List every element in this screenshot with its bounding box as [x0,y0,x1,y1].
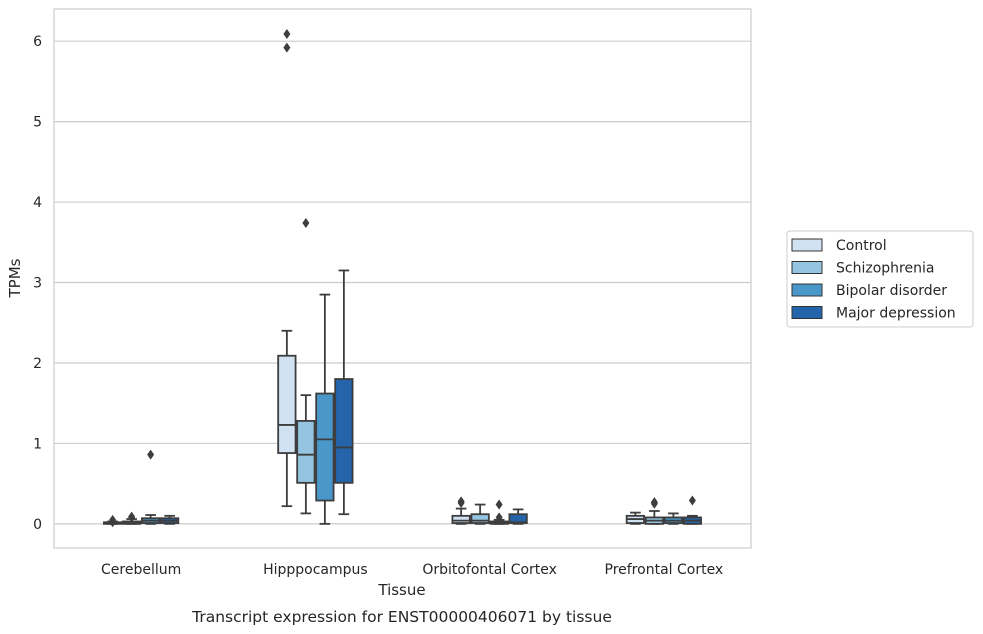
box [470,503,490,525]
y-tick-label: 3 [33,276,42,292]
box [663,512,683,525]
box [508,508,528,525]
box [489,499,509,525]
outlier-point [302,217,310,228]
x-tick-label: Prefrontal Cortex [605,562,724,578]
y-axis-label: TPMs [6,258,24,298]
legend-label: Control [836,238,887,254]
legend-label: Schizophrenia [836,261,934,277]
legend: Control Schizophrenia Bipolar disorder Majo… [786,230,974,328]
outlier-point [283,28,291,39]
box [160,514,180,525]
outlier-point [495,499,503,510]
y-tick-label: 4 [33,195,42,211]
box-series [103,28,702,528]
box-iqr [451,514,471,524]
legend-label: Major depression [836,306,956,322]
x-tick-label: Orbitofontal Cortex [422,562,557,578]
box [296,217,316,515]
box [141,449,161,525]
grid-lines [54,40,751,525]
legend-item: Schizophrenia [791,261,934,277]
outlier-point [109,517,117,528]
legend-label: Bipolar disorder [836,283,947,299]
box-iqr [334,378,354,484]
box [625,511,645,525]
box-iqr [277,354,297,454]
outlier-point [283,42,291,53]
outlier-point [128,512,136,523]
legend-swatch [791,261,823,274]
outlier-point [147,449,155,460]
outlier-point [457,497,465,508]
outlier-point [688,495,696,506]
legend-frame [786,230,974,328]
legend-swatch [791,238,823,252]
x-axis-label: Tissue [377,581,425,599]
legend-item: Control [791,238,887,254]
y-tick-label: 5 [33,115,42,131]
legend-swatch [791,306,823,319]
y-tick-label: 1 [33,436,42,452]
outlier-point [650,498,658,509]
legend-item: Major depression [791,306,956,322]
legend-swatch [791,283,823,297]
box-iqr [296,419,316,484]
box-iqr [470,513,490,524]
y-axis: 0 1 2 3 4 5 6 [33,34,42,533]
box [334,269,354,516]
box [315,293,335,525]
legend-item: Bipolar disorder [791,283,947,299]
box-iqr [315,392,335,502]
box [122,511,142,525]
x-axis: Cerebellum Hipppocampus Orbitofontal Corte… [101,562,723,578]
box [644,497,664,525]
y-tick-label: 0 [33,517,42,533]
plot-area [53,8,752,549]
box [451,496,471,525]
box [103,514,123,528]
x-tick-label: Cerebellum [101,562,181,578]
outlier-point [495,512,503,523]
box [277,28,297,508]
chart-caption: Transcript expression for ENST0000040607… [191,608,612,626]
y-tick-label: 2 [33,356,42,372]
x-tick-label: Hipppocampus [263,562,368,578]
y-tick-label: 6 [33,34,42,50]
box [682,495,702,525]
